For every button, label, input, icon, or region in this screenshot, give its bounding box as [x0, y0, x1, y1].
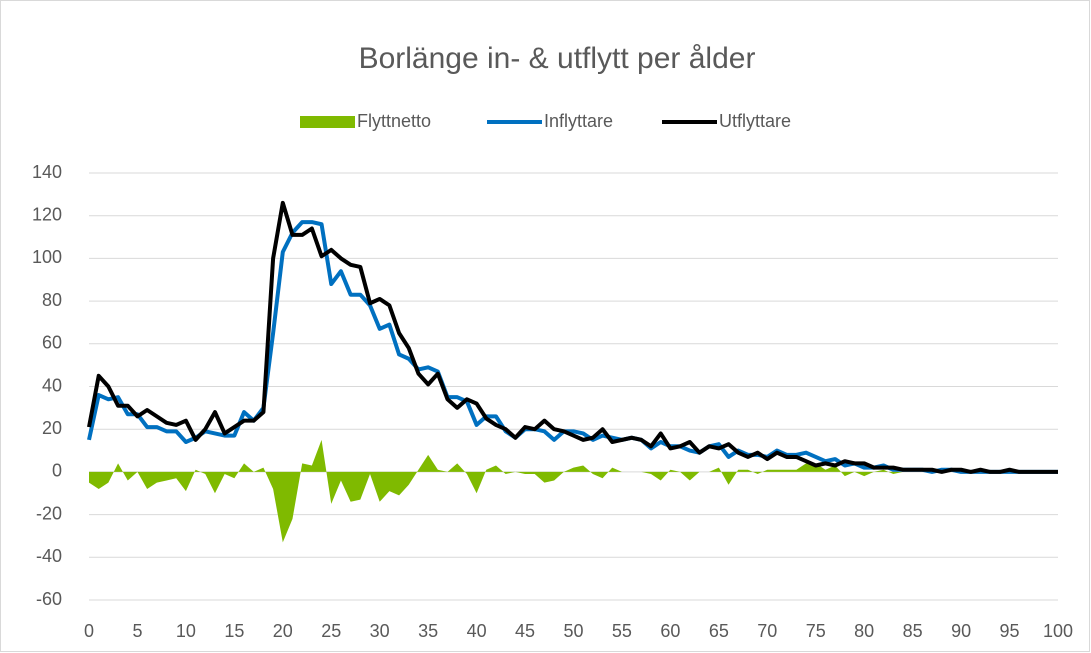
x-tick-label: 10: [176, 621, 196, 641]
y-tick-label: 140: [32, 162, 62, 182]
y-tick-label: -40: [36, 546, 62, 566]
x-tick-label: 30: [370, 621, 390, 641]
legend-label: Inflyttare: [544, 111, 613, 131]
x-tick-label: 40: [467, 621, 487, 641]
y-tick-label: 60: [42, 333, 62, 353]
line: [87, 200, 1058, 474]
y-tick-label: 40: [42, 375, 62, 395]
y-tick-label: -20: [36, 503, 62, 523]
x-tick-label: 35: [418, 621, 438, 641]
legend-swatch: [300, 116, 355, 128]
x-tick-label: 85: [903, 621, 923, 641]
x-tick-label: 65: [709, 621, 729, 641]
y-tick-label: 20: [42, 418, 62, 438]
x-tick-label: 0: [84, 621, 94, 641]
chart-title: Borlänge in- & utflytt per ålder: [359, 42, 756, 75]
x-tick-label: 55: [612, 621, 632, 641]
x-tick-label: 20: [273, 621, 293, 641]
x-tick-label: 70: [757, 621, 777, 641]
x-tick-label: 45: [515, 621, 535, 641]
x-tick-label: 100: [1043, 621, 1073, 641]
x-tick-label: 60: [660, 621, 680, 641]
x-tick-label: 75: [806, 621, 826, 641]
x-tick-label: 80: [854, 621, 874, 641]
y-tick-label: 120: [32, 204, 62, 224]
x-tick-label: 50: [563, 621, 583, 641]
x-tick-label: 95: [1000, 621, 1020, 641]
y-tick-label: 0: [52, 461, 62, 481]
x-tick-label: 5: [132, 621, 142, 641]
x-tick-label: 15: [224, 621, 244, 641]
legend-label: Utflyttare: [719, 111, 791, 131]
y-tick-label: 80: [42, 290, 62, 310]
legend-label: Flyttnetto: [357, 111, 431, 131]
x-tick-label: 90: [951, 621, 971, 641]
x-tick-label: 25: [321, 621, 341, 641]
y-tick-label: 100: [32, 247, 62, 267]
y-tick-label: -60: [36, 589, 62, 609]
